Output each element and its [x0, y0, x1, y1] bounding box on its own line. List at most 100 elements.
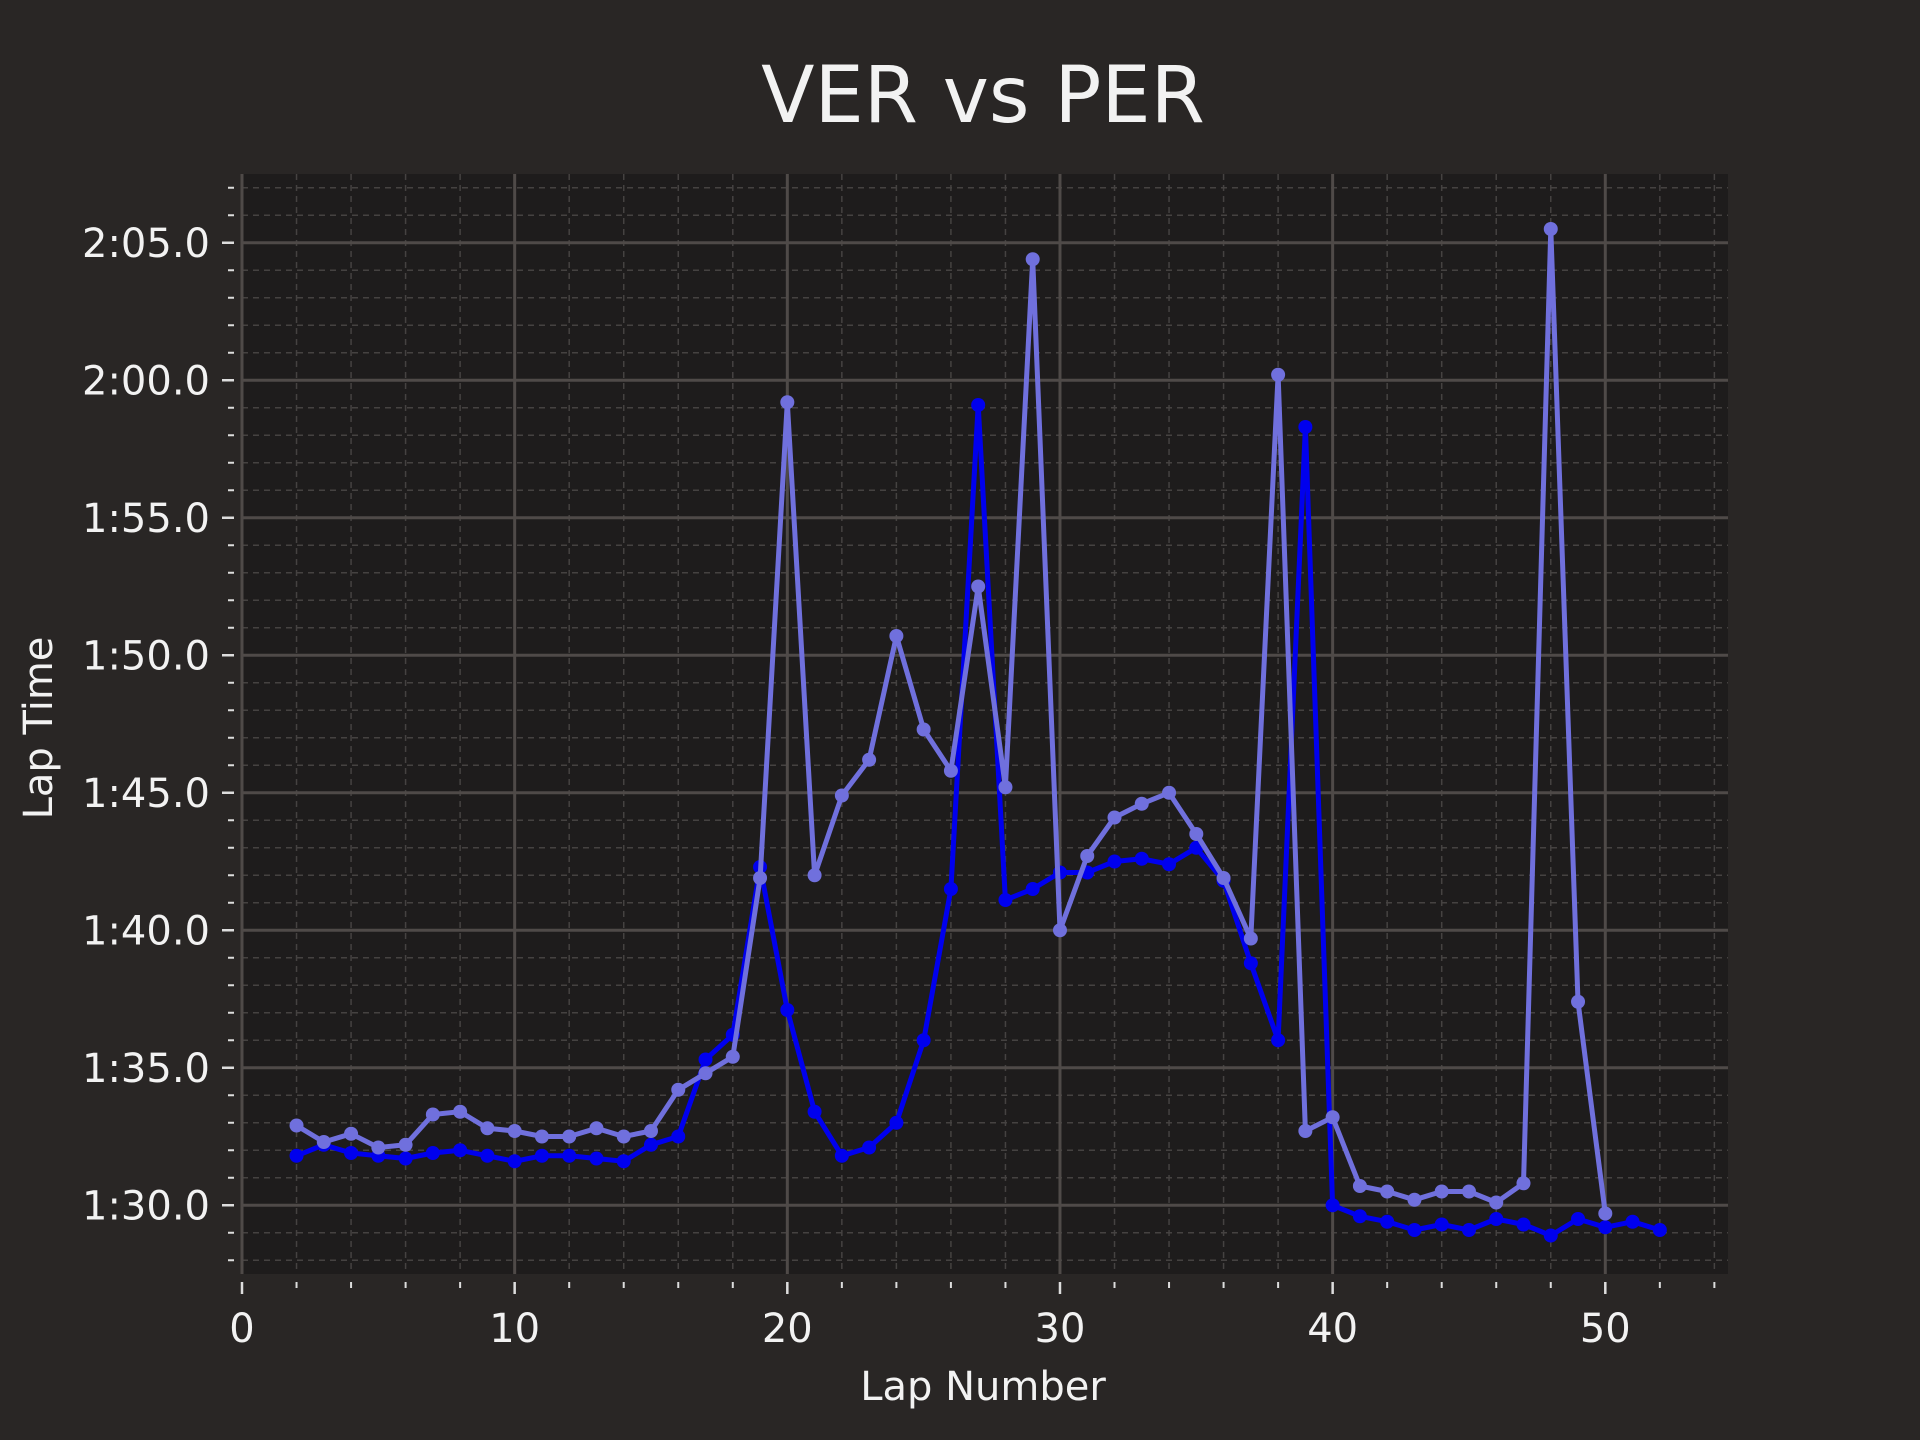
series-1-point — [1271, 1033, 1286, 1048]
series-2-point — [971, 579, 986, 594]
series-layer — [289, 222, 1667, 1243]
series-2-point — [1598, 1206, 1613, 1221]
series-1-point — [480, 1148, 495, 1163]
series-1-point — [534, 1148, 549, 1163]
series-2 — [289, 222, 1613, 1221]
series-1-point — [507, 1154, 522, 1169]
series-1-point — [453, 1143, 468, 1158]
series-2-point — [1407, 1192, 1422, 1207]
series-2-point — [371, 1140, 386, 1155]
series-1-point — [616, 1154, 631, 1169]
series-1-point — [643, 1137, 658, 1152]
series-1-point — [1461, 1223, 1476, 1237]
series-1-point — [562, 1148, 577, 1163]
y-tick-label: 1:45.0 — [82, 771, 210, 817]
series-1-point — [1380, 1214, 1395, 1229]
series-2-point — [534, 1129, 549, 1144]
series-2-point — [780, 395, 795, 410]
series-1-point — [862, 1140, 877, 1155]
series-2-point — [698, 1066, 713, 1081]
series-1-point — [1652, 1223, 1667, 1237]
y-tick-label: 2:05.0 — [82, 221, 210, 267]
series-2-point — [1025, 252, 1040, 267]
x-tick-label: 10 — [489, 1306, 540, 1352]
series-2-point — [1134, 796, 1149, 811]
series-2-point — [1352, 1179, 1367, 1193]
series-1-point — [1571, 1212, 1586, 1226]
series-2-point — [1216, 871, 1231, 885]
series-1-point — [807, 1104, 822, 1119]
series-2-point — [398, 1137, 413, 1152]
y-tick-label: 2:00.0 — [82, 358, 210, 404]
series-2-point — [1162, 785, 1177, 800]
series-2-point — [453, 1104, 468, 1119]
series-2-point — [507, 1124, 522, 1138]
series-2-point — [725, 1049, 740, 1064]
series-2-point — [889, 629, 904, 643]
series-1-point — [1352, 1209, 1367, 1224]
series-2-point — [643, 1124, 658, 1138]
series-1-point — [971, 398, 986, 412]
series-2-point — [1380, 1184, 1395, 1199]
series-1-point — [1134, 851, 1149, 866]
series-2-point — [1243, 931, 1258, 946]
series-2-point — [1298, 1124, 1313, 1138]
series-2-point — [1434, 1184, 1449, 1199]
series-2-point — [807, 868, 822, 883]
series-2-point — [998, 780, 1013, 795]
series-1-point — [1598, 1220, 1613, 1235]
series-2-point — [1543, 222, 1558, 236]
series-1-point — [1625, 1214, 1640, 1229]
series-2-point — [1189, 827, 1204, 841]
series-1-point — [1489, 1212, 1504, 1226]
series-1-point — [1107, 854, 1122, 869]
series-2-point — [1571, 994, 1586, 1009]
series-2-point — [1271, 367, 1286, 382]
series-1-point — [1434, 1217, 1449, 1232]
series-2-point — [1052, 923, 1067, 938]
series-1-point — [998, 893, 1013, 907]
series-2-point — [1325, 1110, 1340, 1125]
series-1-point — [780, 1003, 795, 1017]
series-2-point — [1489, 1195, 1504, 1210]
series-1-point — [1298, 420, 1313, 434]
y-tick-label: 1:40.0 — [82, 908, 210, 954]
series-1-point — [889, 1115, 904, 1130]
series-1-point — [1325, 1198, 1340, 1213]
series-1-point — [425, 1146, 440, 1160]
series-2-point — [753, 871, 768, 885]
series-2-point — [289, 1118, 304, 1133]
series-2-point — [316, 1135, 331, 1149]
plot-area — [242, 174, 1728, 1274]
series-1-point — [398, 1151, 413, 1166]
series-2-point — [344, 1126, 359, 1141]
series-1-point — [589, 1151, 604, 1166]
series-2-point — [425, 1107, 440, 1122]
series-2-point — [1107, 810, 1122, 825]
series-1-point — [1407, 1223, 1422, 1237]
x-tick-label: 30 — [1035, 1306, 1086, 1352]
y-tick-label: 1:55.0 — [82, 496, 210, 542]
series-1-point — [289, 1148, 304, 1163]
series-2-point — [562, 1129, 577, 1144]
x-tick-label: 20 — [762, 1306, 813, 1352]
y-tick-label: 1:35.0 — [82, 1046, 210, 1092]
x-tick-label: 0 — [229, 1306, 254, 1352]
series-1-point — [916, 1033, 931, 1048]
series-2-point — [671, 1082, 686, 1097]
axes-layer: 0 10 20 30 40 50 1:30.0 1:35.0 1:40.0 1:45.0 1:50.… — [82, 186, 1716, 1352]
series-1-point — [1243, 956, 1258, 971]
x-tick-label: 40 — [1307, 1306, 1358, 1352]
series-2-point — [589, 1121, 604, 1136]
series-1 — [289, 398, 1667, 1243]
series-1-point — [698, 1052, 713, 1067]
series-1-point — [1025, 882, 1040, 896]
series-2-point — [1080, 849, 1095, 863]
series-1-point — [671, 1129, 686, 1144]
series-2-point — [916, 722, 931, 737]
y-tick-label: 1:50.0 — [82, 633, 210, 679]
series-1-point — [1162, 857, 1177, 872]
series-2-point — [616, 1129, 631, 1144]
series-1-point — [1516, 1217, 1531, 1232]
series-2-point — [943, 763, 958, 778]
